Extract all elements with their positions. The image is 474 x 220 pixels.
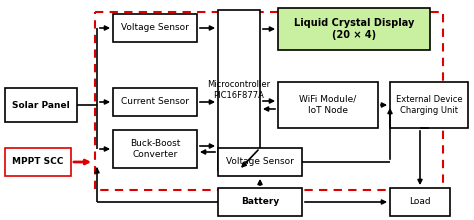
Text: Load: Load — [409, 198, 431, 207]
FancyBboxPatch shape — [5, 88, 77, 122]
FancyBboxPatch shape — [5, 148, 71, 176]
Text: Voltage Sensor: Voltage Sensor — [226, 158, 294, 167]
FancyBboxPatch shape — [113, 130, 197, 168]
FancyBboxPatch shape — [218, 10, 260, 170]
FancyBboxPatch shape — [278, 8, 430, 50]
Text: WiFi Module/
IoT Node: WiFi Module/ IoT Node — [300, 95, 356, 115]
Text: Battery: Battery — [241, 198, 279, 207]
Text: Solar Panel: Solar Panel — [12, 101, 70, 110]
Text: Buck-Boost
Converter: Buck-Boost Converter — [130, 139, 180, 159]
FancyBboxPatch shape — [390, 82, 468, 128]
Text: MPPT SCC: MPPT SCC — [12, 158, 64, 167]
FancyBboxPatch shape — [390, 188, 450, 216]
Text: Microcontroller
PIC16F877A: Microcontroller PIC16F877A — [208, 80, 271, 100]
Text: Current Sensor: Current Sensor — [121, 97, 189, 106]
Text: Liquid Crystal Display
(20 × 4): Liquid Crystal Display (20 × 4) — [294, 18, 414, 40]
FancyBboxPatch shape — [218, 148, 302, 176]
Text: Voltage Sensor: Voltage Sensor — [121, 24, 189, 33]
FancyBboxPatch shape — [113, 88, 197, 116]
FancyBboxPatch shape — [278, 82, 378, 128]
FancyBboxPatch shape — [113, 14, 197, 42]
Text: External Device
Charging Unit: External Device Charging Unit — [396, 95, 462, 115]
FancyBboxPatch shape — [218, 188, 302, 216]
